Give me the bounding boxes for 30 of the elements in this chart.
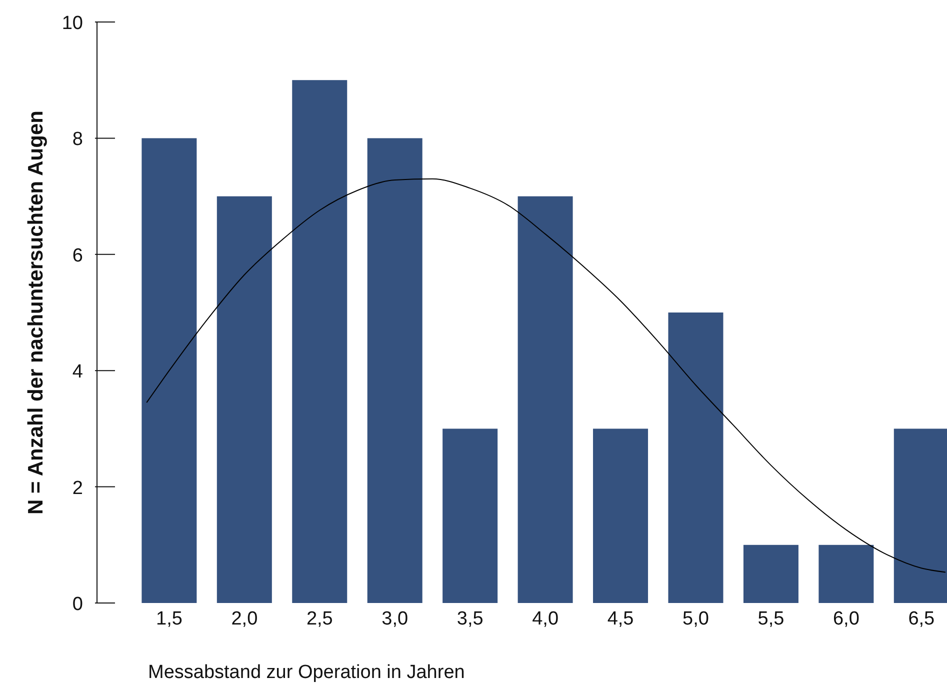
x-tick-label: 4,0 xyxy=(532,608,559,630)
x-tick-label: 4,5 xyxy=(607,608,634,630)
y-tick-label: 0 xyxy=(72,594,83,615)
x-tick-label: 2,0 xyxy=(231,608,258,630)
bar xyxy=(292,80,348,603)
bar xyxy=(668,312,724,603)
y-tick-label: 2 xyxy=(72,478,83,499)
bar xyxy=(142,138,197,603)
bar xyxy=(216,196,272,603)
bar xyxy=(818,544,874,603)
y-tick-label: 10 xyxy=(62,13,83,34)
x-tick-label: 2,5 xyxy=(306,608,333,630)
y-tick-label: 4 xyxy=(72,362,84,383)
y-axis-title: N = Anzahl der nachuntersuchten Augen xyxy=(24,110,48,514)
bar xyxy=(442,428,498,603)
x-tick-label: 6,0 xyxy=(832,608,860,630)
y-tick-label: 8 xyxy=(72,129,83,150)
x-tick-label: 6,5 xyxy=(908,608,935,630)
x-tick-label: 5,0 xyxy=(682,608,709,630)
x-tick-label: 1,5 xyxy=(156,608,182,630)
x-tick-label: 5,5 xyxy=(758,608,784,630)
bar xyxy=(367,138,422,603)
x-tick-label: 3,5 xyxy=(456,608,484,630)
x-axis-title: Messabstand zur Operation in Jahren xyxy=(148,662,465,683)
line-series xyxy=(146,178,946,573)
bar xyxy=(518,196,573,603)
bar xyxy=(743,544,798,603)
bar xyxy=(593,428,648,603)
y-tick-label: 6 xyxy=(72,245,83,266)
x-tick-label: 3,0 xyxy=(382,608,408,630)
